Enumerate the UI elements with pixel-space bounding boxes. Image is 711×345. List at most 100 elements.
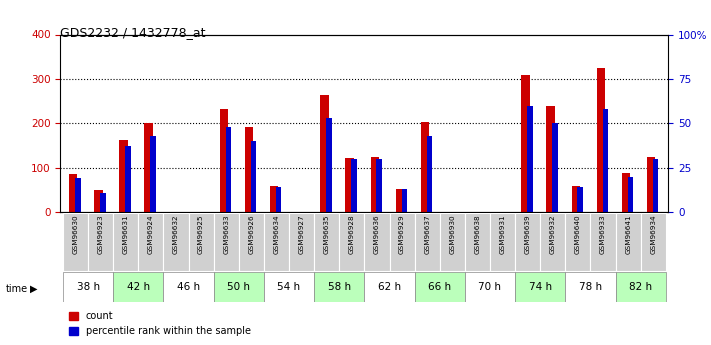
Bar — [490, 213, 515, 271]
Bar — [621, 173, 630, 212]
Bar — [351, 159, 357, 212]
Text: 58 h: 58 h — [328, 282, 351, 292]
Bar — [346, 158, 353, 212]
Bar — [264, 272, 314, 302]
Bar — [602, 109, 608, 212]
Bar — [276, 187, 282, 212]
Text: 82 h: 82 h — [629, 282, 652, 292]
Text: GSM96633: GSM96633 — [223, 215, 229, 254]
Bar — [314, 213, 339, 271]
Bar — [572, 186, 579, 212]
Bar — [69, 175, 77, 212]
Text: 66 h: 66 h — [428, 282, 451, 292]
Bar — [88, 213, 113, 271]
Bar — [402, 189, 407, 212]
Bar — [188, 213, 214, 271]
Text: ▶: ▶ — [30, 284, 38, 294]
Bar — [245, 127, 253, 212]
Bar — [150, 136, 156, 212]
Bar — [364, 272, 415, 302]
Text: GSM96630: GSM96630 — [73, 215, 78, 254]
Bar — [565, 213, 590, 271]
Bar — [63, 272, 113, 302]
Text: GSM96641: GSM96641 — [625, 215, 631, 254]
Legend: count, percentile rank within the sample: count, percentile rank within the sample — [65, 307, 255, 340]
Bar — [376, 159, 382, 212]
Bar — [515, 272, 565, 302]
Bar — [390, 213, 415, 271]
Text: GSM96637: GSM96637 — [424, 215, 430, 254]
Text: 50 h: 50 h — [228, 282, 250, 292]
Bar — [616, 213, 641, 271]
Bar — [239, 213, 264, 271]
Bar — [125, 146, 131, 212]
Bar — [100, 193, 106, 212]
Bar — [214, 213, 239, 271]
Bar — [546, 106, 555, 212]
Bar — [144, 124, 153, 212]
Bar — [521, 75, 530, 212]
Text: GSM96927: GSM96927 — [299, 215, 304, 254]
Bar — [653, 159, 658, 212]
Bar — [616, 272, 665, 302]
Bar — [264, 213, 289, 271]
Bar — [139, 213, 164, 271]
Text: 70 h: 70 h — [479, 282, 501, 292]
Bar — [370, 157, 379, 212]
Bar — [225, 127, 231, 212]
Text: GSM96635: GSM96635 — [324, 215, 330, 254]
Bar — [289, 213, 314, 271]
Text: GSM96638: GSM96638 — [474, 215, 481, 254]
Bar — [628, 177, 634, 212]
Text: 74 h: 74 h — [529, 282, 552, 292]
Bar — [540, 213, 565, 271]
Text: GSM96634: GSM96634 — [274, 215, 279, 254]
Text: GSM96929: GSM96929 — [399, 215, 405, 254]
Bar — [415, 213, 439, 271]
Text: GSM96923: GSM96923 — [97, 215, 104, 254]
Text: 54 h: 54 h — [277, 282, 301, 292]
Text: GSM96632: GSM96632 — [173, 215, 179, 254]
Text: 38 h: 38 h — [77, 282, 100, 292]
Bar — [465, 213, 490, 271]
Bar — [95, 190, 102, 212]
Bar — [214, 272, 264, 302]
Text: 62 h: 62 h — [378, 282, 401, 292]
Text: 42 h: 42 h — [127, 282, 150, 292]
Bar — [364, 213, 390, 271]
Bar — [395, 189, 404, 212]
Bar — [164, 272, 214, 302]
Bar — [515, 213, 540, 271]
Bar — [647, 157, 655, 212]
Bar — [552, 124, 558, 212]
Bar — [421, 122, 429, 212]
Bar — [320, 95, 328, 212]
Bar — [119, 140, 128, 212]
Text: GSM96639: GSM96639 — [525, 215, 530, 254]
Text: GDS2232 / 1432778_at: GDS2232 / 1432778_at — [60, 26, 206, 39]
Text: GSM96928: GSM96928 — [349, 215, 355, 254]
Text: GSM96640: GSM96640 — [575, 215, 581, 254]
Bar — [326, 118, 332, 212]
Bar — [270, 186, 278, 212]
Bar — [75, 178, 80, 212]
Bar — [527, 106, 533, 212]
Bar — [565, 272, 616, 302]
Text: GSM96930: GSM96930 — [449, 215, 455, 254]
Bar — [427, 136, 432, 212]
Text: GSM96926: GSM96926 — [248, 215, 255, 254]
Bar — [220, 109, 228, 212]
Text: time: time — [6, 284, 28, 294]
Text: 78 h: 78 h — [579, 282, 602, 292]
Bar — [577, 187, 583, 212]
Bar — [251, 141, 257, 212]
Text: GSM96932: GSM96932 — [550, 215, 556, 254]
Text: GSM96933: GSM96933 — [600, 215, 606, 254]
Bar — [590, 213, 616, 271]
Text: GSM96636: GSM96636 — [374, 215, 380, 254]
Bar — [439, 213, 465, 271]
Bar — [314, 272, 364, 302]
Text: GSM96934: GSM96934 — [651, 215, 656, 254]
Bar — [415, 272, 465, 302]
Bar — [597, 68, 605, 212]
